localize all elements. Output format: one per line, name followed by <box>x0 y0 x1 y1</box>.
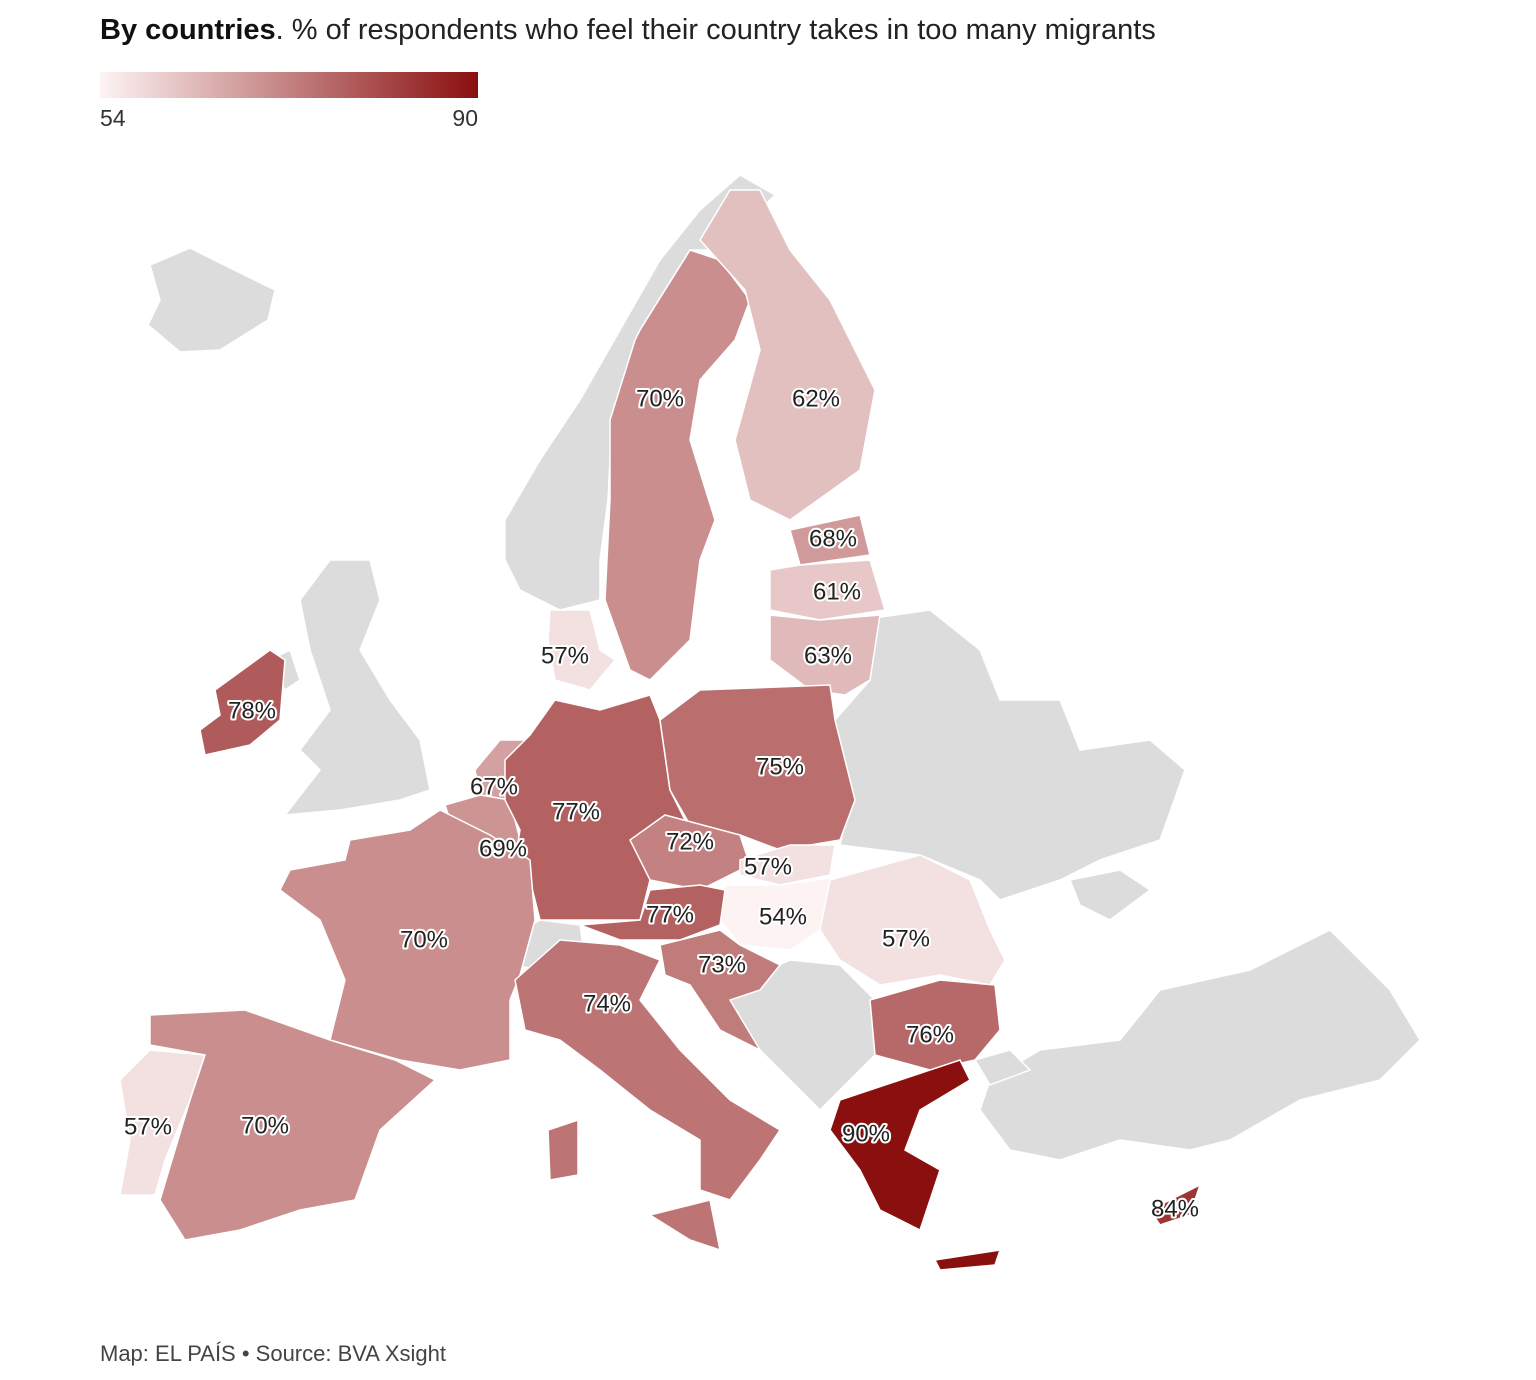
value-label: 72% <box>666 828 714 855</box>
country <box>699 189 876 521</box>
colorbar <box>100 72 478 98</box>
country <box>119 1049 207 1196</box>
country <box>769 559 886 621</box>
title-bold: By countries <box>100 14 276 46</box>
country <box>279 809 536 1071</box>
country <box>604 249 751 681</box>
value-label: 61% <box>813 578 861 605</box>
value-label: 57% <box>882 925 930 952</box>
value-label: 57% <box>541 642 589 669</box>
value-label: 57% <box>744 853 792 880</box>
value-labels: 70% 62% 68% 61% 63% 57% 78% 67% 69% 77% 75% 72% 57% 5… <box>122 383 1201 1224</box>
colorbar-tick-label: 90 <box>452 105 478 131</box>
value-label: 69% <box>479 835 527 862</box>
turkey <box>979 929 1421 1161</box>
country <box>579 884 726 941</box>
country <box>659 929 782 1052</box>
country <box>547 609 617 691</box>
country <box>199 649 286 756</box>
title-rest: . % of respondents who feel their countr… <box>276 14 1156 46</box>
value-label: 73% <box>698 951 746 978</box>
country <box>739 844 836 886</box>
value-label: 70% <box>241 1112 289 1139</box>
country <box>829 1059 1002 1271</box>
surveyed-countries <box>119 189 1202 1271</box>
value-label: 67% <box>470 773 518 800</box>
value-label: 90% <box>842 1120 890 1147</box>
value-label: 57% <box>124 1113 172 1140</box>
value-label: 70% <box>400 926 448 953</box>
country <box>514 939 782 1252</box>
value-label: 77% <box>552 798 600 825</box>
country <box>789 514 871 566</box>
country <box>769 614 881 696</box>
country <box>1148 1183 1202 1226</box>
value-label: 63% <box>804 642 852 669</box>
value-label: 62% <box>792 385 840 412</box>
value-label: 76% <box>906 1021 954 1048</box>
country <box>869 979 1001 1071</box>
country <box>149 1009 437 1241</box>
thrace <box>973 1049 1032 1086</box>
value-label: 77% <box>646 901 694 928</box>
russia-belarus-ukraine <box>834 609 1186 901</box>
value-label: 84% <box>1151 1195 1199 1222</box>
title: By countries. % of respondents who feel … <box>100 14 1156 46</box>
value-label: 70% <box>636 385 684 412</box>
country <box>719 877 836 951</box>
value-label: 78% <box>228 697 276 724</box>
country <box>659 684 856 851</box>
value-label: 68% <box>809 525 857 552</box>
value-label: 75% <box>756 753 804 780</box>
source: Map: EL PAÍS • Source: BVA Xsight <box>100 1341 446 1366</box>
colorbar-tick-label: 54 <box>100 105 126 131</box>
iceland <box>147 247 276 353</box>
crimea <box>1068 869 1152 921</box>
value-label: 74% <box>583 990 631 1017</box>
non-surveyed-countries <box>147 174 1421 1161</box>
value-label: 54% <box>759 903 807 930</box>
great-britain <box>283 559 431 816</box>
